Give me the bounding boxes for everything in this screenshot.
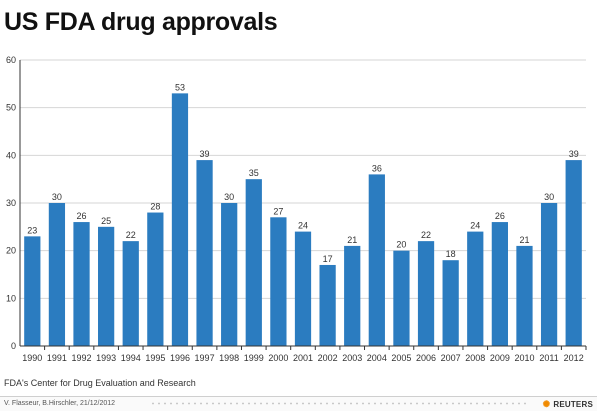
y-tick-label: 40 (6, 150, 16, 160)
reuters-wordmark: REUTERS (553, 400, 593, 409)
data-label: 30 (544, 192, 554, 202)
x-tick-label: 1996 (170, 353, 190, 363)
x-tick-label: 2009 (490, 353, 510, 363)
bar (368, 174, 385, 346)
credit-line: V. Flasseur, B.Hirschler, 21/12/2012 (4, 400, 116, 407)
data-label: 24 (470, 221, 480, 231)
data-label: 28 (150, 202, 160, 212)
x-tick-label: 2006 (416, 353, 436, 363)
reuters-dots-icon: ✺ (542, 399, 551, 409)
data-label: 17 (323, 254, 333, 264)
x-tick-label: 2002 (318, 353, 338, 363)
bar (73, 222, 90, 346)
bar (442, 260, 459, 346)
source-note: FDA's Center for Drug Evaluation and Res… (4, 378, 196, 388)
x-tick-label: 1999 (244, 353, 264, 363)
dotted-divider (150, 402, 530, 405)
data-label: 30 (224, 192, 234, 202)
bar-chart: 0 10 20 30 40 50 60 23 1990 30 1991 26 1992 25 1993 22 1… (6, 55, 587, 363)
footer-bar: V. Flasseur, B.Hirschler, 21/12/2012 ✺ R… (0, 396, 597, 411)
reuters-logo: ✺ REUTERS (543, 399, 593, 410)
bar (196, 160, 213, 346)
x-tick-label: 1992 (72, 353, 92, 363)
data-label: 22 (126, 230, 136, 240)
data-label: 36 (372, 163, 382, 173)
bar (98, 226, 115, 346)
bar (294, 231, 312, 346)
bar (171, 93, 189, 346)
data-label: 18 (446, 249, 456, 259)
data-label: 21 (519, 235, 529, 245)
bar (221, 203, 238, 346)
x-tick-label: 1995 (145, 353, 165, 363)
data-label: 30 (52, 192, 62, 202)
x-tick-label: 2005 (391, 353, 411, 363)
x-tick-label: 2004 (367, 353, 387, 363)
y-tick-label: 30 (6, 198, 16, 208)
bar (540, 203, 558, 346)
y-tick-label: 0 (11, 341, 16, 351)
data-label: 21 (347, 235, 357, 245)
data-label: 35 (249, 168, 259, 178)
x-tick-label: 2012 (564, 353, 584, 363)
bar (516, 245, 533, 346)
data-label: 20 (396, 240, 406, 250)
chart-title: US FDA drug approvals (4, 8, 278, 36)
data-label: 39 (569, 149, 579, 159)
y-tick-label: 50 (6, 103, 16, 113)
x-tick-label: 1998 (219, 353, 239, 363)
bar (48, 203, 66, 346)
x-tick-label: 2003 (342, 353, 362, 363)
data-label: 22 (421, 230, 431, 240)
x-tick-label: 1990 (22, 353, 42, 363)
bar (565, 160, 582, 346)
bar (122, 241, 139, 346)
x-tick-label: 2011 (539, 353, 558, 363)
bar (147, 212, 164, 346)
x-tick-label: 1994 (121, 353, 141, 363)
x-tick-label: 2008 (465, 353, 485, 363)
x-tick-label: 2007 (441, 353, 461, 363)
data-label: 26 (495, 211, 505, 221)
bar (344, 245, 361, 346)
y-tick-label: 10 (6, 293, 16, 303)
y-tick-label: 60 (6, 55, 16, 65)
bar (270, 217, 287, 346)
data-label: 23 (27, 225, 37, 235)
bar (491, 222, 508, 346)
y-tick-label: 20 (6, 246, 16, 256)
data-label: 53 (175, 82, 185, 92)
data-label: 25 (101, 216, 111, 226)
x-tick-label: 2000 (268, 353, 288, 363)
x-tick-label: 2010 (514, 353, 534, 363)
bar (417, 241, 435, 346)
data-label: 26 (77, 211, 87, 221)
data-label: 39 (200, 149, 210, 159)
bar (24, 236, 41, 346)
bar (393, 250, 410, 346)
bar (467, 231, 484, 346)
x-tick-label: 2001 (293, 353, 313, 363)
data-label: 27 (273, 206, 283, 216)
data-label: 24 (298, 221, 308, 231)
x-tick-label: 1993 (96, 353, 116, 363)
x-tick-label: 1991 (47, 353, 67, 363)
bar (319, 264, 336, 346)
x-tick-label: 1997 (195, 353, 215, 363)
bar (245, 179, 262, 346)
